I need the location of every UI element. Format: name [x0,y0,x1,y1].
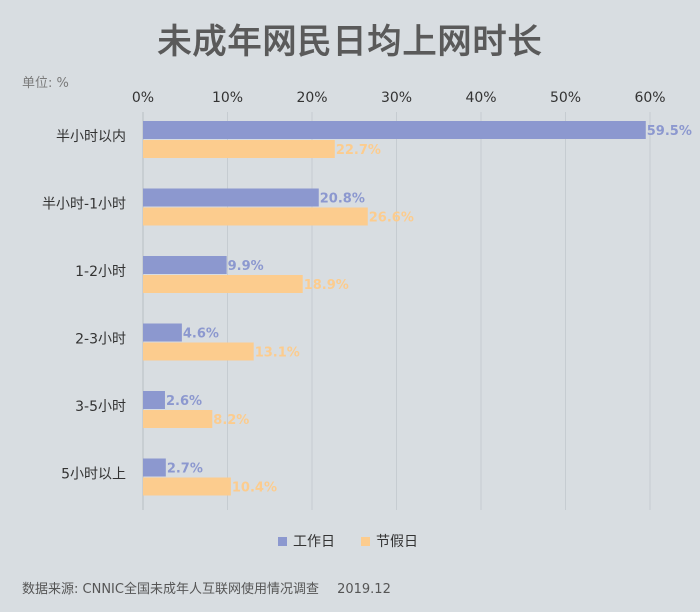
workday-bar [143,121,646,139]
x-tick-label: 60% [634,90,665,106]
x-tick-label: 0% [132,90,154,106]
data-source: 数据来源: CNNIC全国未成年人互联网使用情况调查 2019.12 [22,578,405,597]
workday-bar [143,323,182,342]
holiday-data-label: 13.1% [255,346,300,361]
workday-bar [143,188,319,207]
workday-data-label: 20.8% [320,192,365,207]
holiday-data-label: 26.6% [369,211,414,226]
workday-bar [143,391,165,409]
holiday-bar [143,207,368,226]
workday-data-label: 4.6% [183,327,219,342]
source-date: 2019.12 [337,582,391,597]
workday-data-label: 2.7% [167,462,203,477]
x-tick-label: 20% [296,90,327,106]
workday-data-label: 59.5% [647,124,692,139]
category-label: 1-2小时 [75,264,126,280]
category-label: 半小时-1小时 [42,197,126,213]
workday-bar [143,256,227,274]
unit-label: 单位: % [22,76,69,91]
x-tick-label: 50% [550,90,581,106]
legend-holiday-label: 节假日 [376,534,418,550]
holiday-data-label: 22.7% [336,143,381,158]
legend-holiday-swatch [361,537,370,546]
chart-title: 未成年网民日均上网时长 [157,22,543,62]
category-label: 半小时以内 [56,129,126,145]
holiday-data-label: 8.2% [213,413,249,428]
x-tick-label: 30% [381,90,412,106]
holiday-bar [143,140,335,158]
source-label: 数据来源: CNNIC全国未成年人互联网使用情况调查 [22,582,319,597]
x-tick-label: 40% [465,90,496,106]
category-label: 2-3小时 [75,332,126,348]
workday-data-label: 9.9% [228,259,264,274]
holiday-data-label: 10.4% [232,481,277,496]
holiday-bar [143,275,303,293]
holiday-bar [143,410,213,428]
holiday-bar [143,342,254,361]
category-label: 5小时以上 [61,467,126,483]
legend-workday-swatch [278,537,287,546]
legend-workday-label: 工作日 [293,534,335,550]
workday-data-label: 2.6% [166,394,202,409]
category-label: 3-5小时 [75,399,126,415]
workday-bar [143,458,166,477]
x-tick-label: 10% [212,90,243,106]
holiday-bar [143,477,231,496]
holiday-data-label: 18.9% [304,278,349,293]
